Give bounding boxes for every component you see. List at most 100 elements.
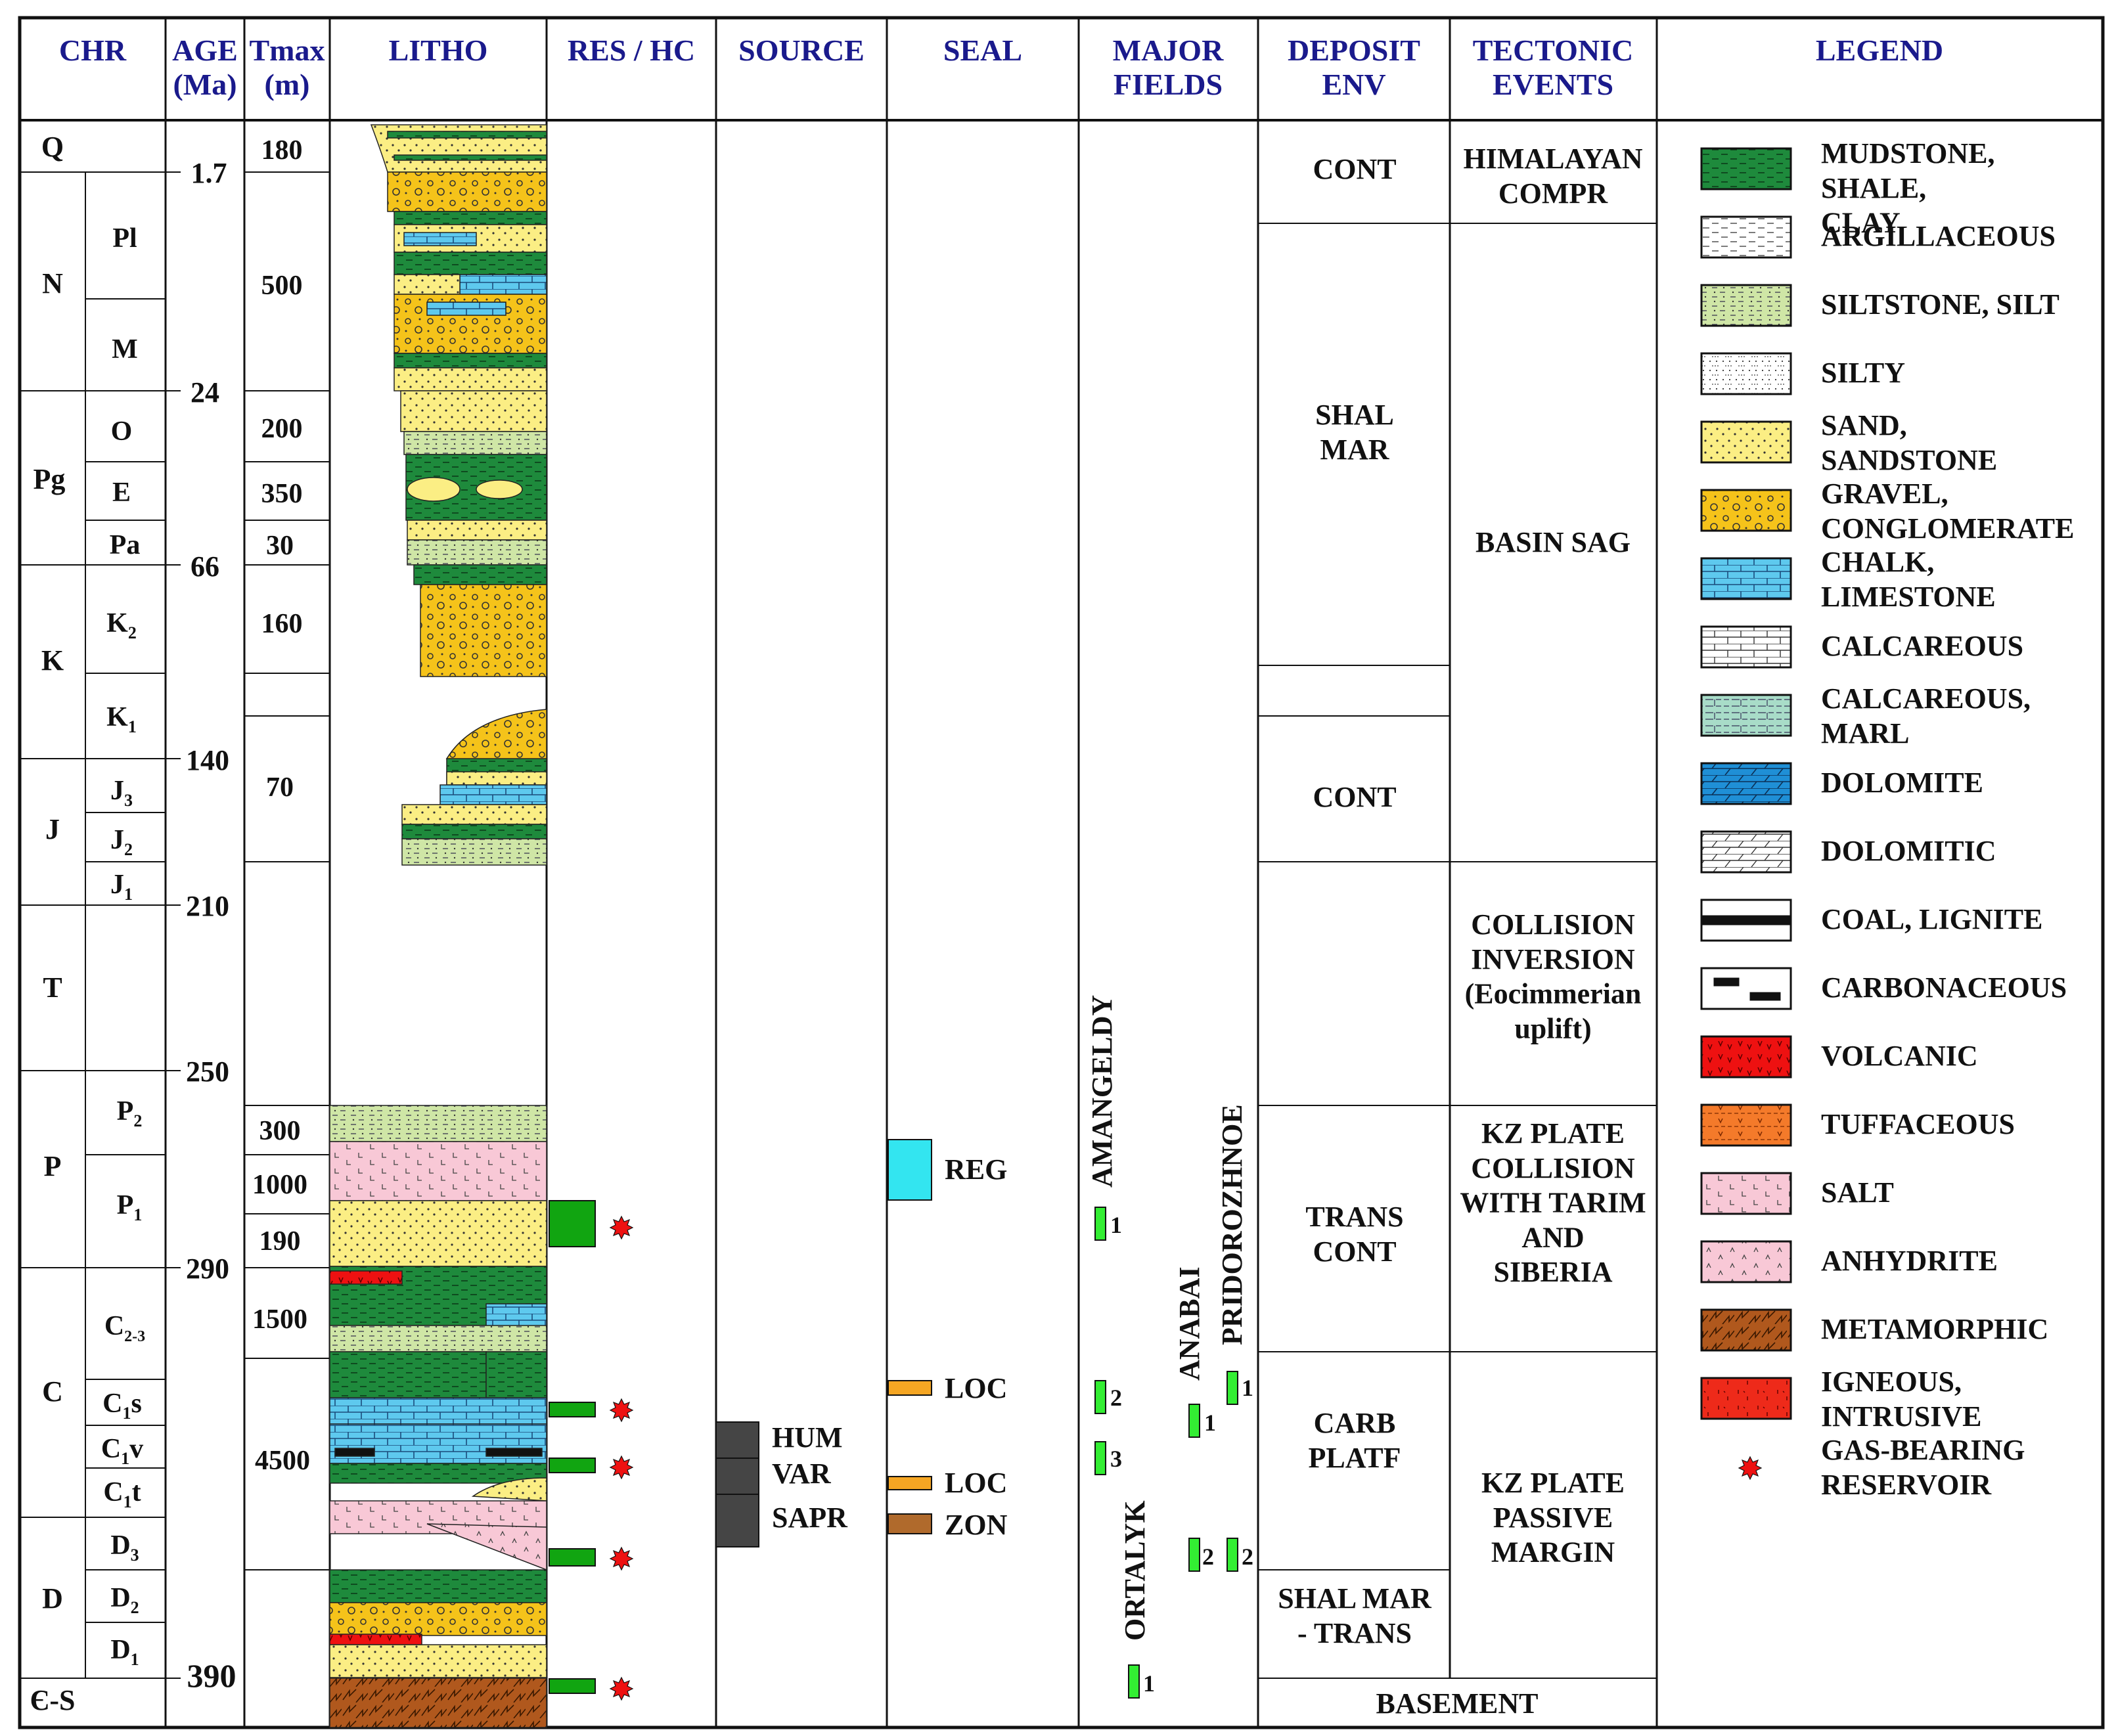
field-marker-label: 1 [1204, 1410, 1216, 1436]
legend-swatch [1700, 1377, 1792, 1420]
seal-bar [888, 1380, 932, 1396]
legend-label: IGNEOUS, INTRUSIVE [1821, 1366, 1982, 1433]
legend-swatch [1700, 557, 1792, 600]
legend-label: CALCAREOUS, MARL [1821, 682, 2031, 749]
field-marker-label: 1 [1242, 1375, 1253, 1401]
reservoir-bar [549, 1200, 596, 1247]
legend-label: DOLOMITE [1821, 767, 1983, 799]
legend-swatch [1700, 352, 1792, 395]
legend-label: TUFFACEOUS [1821, 1108, 2015, 1140]
age-label: 250 [186, 1056, 229, 1088]
series-label: C2-3 [104, 1311, 145, 1345]
tmax-value: 30 [266, 531, 294, 561]
field-marker-label: 1 [1143, 1670, 1155, 1697]
header-deposit-1: DEPOSIT [1288, 33, 1420, 67]
seal-bar [888, 1513, 932, 1534]
legend-swatch [1700, 420, 1792, 464]
legend-swatch [1700, 625, 1792, 669]
tmax-value: 350 [261, 479, 303, 509]
tectonic-label: BASIN SAG [1475, 526, 1631, 558]
series-label: Pa [110, 530, 141, 560]
legend-swatch [1700, 1103, 1792, 1147]
gas-bearing-icon [609, 1455, 634, 1480]
system-label: T [43, 971, 62, 1004]
field-marker [1188, 1538, 1200, 1572]
field-marker [1188, 1404, 1200, 1438]
deposit-label: CONT [1313, 153, 1396, 185]
header-row: CHR AGE (Ma) Tmax (m) LITHO RES / HC SOU… [59, 33, 1943, 101]
field-name: AMANGELDY [1086, 995, 1118, 1188]
tmax-value: 200 [261, 414, 303, 444]
field-marker [1094, 1380, 1106, 1414]
age-label: 1.7 [191, 157, 227, 189]
field-marker-label: 2 [1110, 1385, 1122, 1411]
series-label: M [112, 334, 138, 365]
series-label: J2 [110, 825, 133, 859]
seal-label: LOC [945, 1372, 1007, 1404]
legend-swatch [1700, 215, 1792, 259]
header-litho: LITHO [389, 33, 488, 67]
header-legend: LEGEND [1816, 33, 1943, 67]
header-deposit-2: ENV [1322, 68, 1385, 101]
gas-bearing-icon [609, 1215, 634, 1240]
source-box [715, 1458, 759, 1495]
legend-swatch [1700, 830, 1792, 874]
legend-label: CARBONACEOUS [1821, 971, 2067, 1004]
field-marker-label: 2 [1242, 1544, 1253, 1570]
legend-label: GAS-BEARING RESERVOIR [1821, 1434, 2025, 1501]
litho-column [329, 124, 547, 1728]
legend-labels: MUDSTONE, SHALE, CLAY ARGILLACEOUS SILTSTO… [1821, 137, 2074, 1501]
tmax-value: 180 [261, 135, 303, 166]
age-label: 24 [191, 376, 219, 409]
system-label: P [44, 1150, 62, 1182]
header-chr: CHR [59, 33, 127, 67]
seal-bar [888, 1139, 932, 1201]
field-marker [1227, 1538, 1238, 1572]
source-label: VAR [772, 1458, 832, 1490]
tmax-value: 190 [259, 1226, 301, 1257]
legend-swatch [1700, 284, 1792, 327]
tectonic-label: COLLISION INVERSION (Eocimmerian uplift) [1465, 908, 1642, 1044]
field-marker [1227, 1371, 1238, 1405]
legend-swatch [1700, 762, 1792, 805]
series-label: D2 [110, 1583, 139, 1617]
legend-swatch [1700, 899, 1792, 942]
field-marker [1094, 1441, 1106, 1475]
legend-label: GRAVEL, CONGLOMERATE [1821, 478, 2074, 545]
legend-label: SALT [1821, 1176, 1894, 1209]
legend-swatch [1700, 694, 1792, 737]
header-fields-2: FIELDS [1114, 68, 1223, 101]
legend-swatch [1700, 1172, 1792, 1215]
series-label: D1 [110, 1635, 139, 1669]
header-tmax-1: Tmax [250, 33, 325, 67]
age-label: 66 [191, 550, 219, 583]
reservoir-bar [549, 1402, 596, 1417]
age-ticks [166, 171, 181, 1679]
legend-swatch [1700, 1240, 1792, 1283]
tmax-value: 160 [261, 609, 303, 639]
series-label: P2 [117, 1096, 143, 1130]
chr-series: Pl M O E Pa K2 K1 J3 J2 J1 P2 P1 C2-3 C1… [101, 223, 145, 1669]
seal-label: REG [945, 1153, 1007, 1186]
field-marker [1128, 1664, 1140, 1699]
legend [1700, 147, 1792, 1480]
field-marker-label: 2 [1202, 1544, 1214, 1570]
series-label: J1 [110, 870, 133, 904]
deposit-label: TRANS CONT [1305, 1201, 1403, 1268]
tmax-value: 1000 [252, 1170, 307, 1200]
source-label: SAPR [772, 1502, 848, 1534]
legend-label: VOLCANIC [1821, 1040, 1978, 1072]
system-label: D [42, 1582, 63, 1614]
header-tmax-2: (m) [265, 68, 310, 101]
header-res: RES / HC [568, 33, 695, 67]
legend-label: COAL, LIGNITE [1821, 903, 2042, 935]
field-marker [1094, 1207, 1106, 1241]
header-seal: SEAL [943, 33, 1022, 67]
header-tectonic-1: TECTONIC [1473, 33, 1634, 67]
series-label: P1 [117, 1190, 143, 1224]
series-label: K1 [106, 702, 137, 736]
fields-column: AMANGELDY ANABAI PRIDOROZHNOE ORTALYK 1 … [1086, 995, 1253, 1699]
tmax-value: 500 [261, 271, 303, 301]
system-label: Pg [34, 463, 66, 495]
